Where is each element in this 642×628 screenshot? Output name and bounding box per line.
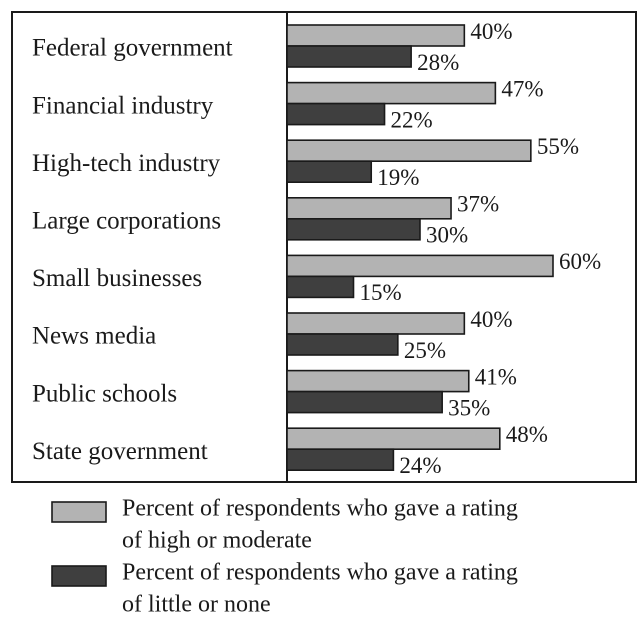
bar-little-none	[286, 390, 443, 414]
value-label: 41%	[475, 364, 517, 389]
category-label: Financial industry	[32, 92, 214, 119]
value-label: 24%	[399, 453, 441, 478]
bar-little-none	[286, 45, 412, 68]
bar-high-moderate	[286, 427, 501, 451]
legend-label: of high or moderate	[122, 528, 312, 554]
value-label: 48%	[506, 422, 548, 447]
value-label: 47%	[501, 76, 543, 101]
bar-little-none	[286, 102, 386, 126]
bar-high-moderate	[286, 139, 532, 162]
category-label: Public schools	[32, 380, 177, 407]
category-label: Large corporations	[32, 208, 221, 235]
category-label: News media	[32, 323, 156, 350]
value-label: 15%	[360, 280, 402, 305]
legend: Percent of respondents who gave a rating…	[51, 496, 518, 618]
bars	[286, 24, 554, 472]
bar-little-none	[286, 218, 421, 241]
value-label: 37%	[457, 192, 499, 217]
legend-label: of little or none	[122, 592, 271, 618]
legend-swatch-little-none	[51, 565, 107, 587]
bar-high-moderate	[286, 24, 466, 47]
bar-high-moderate	[286, 81, 497, 105]
category-label: Small businesses	[32, 265, 202, 292]
bar-high-moderate	[286, 254, 554, 278]
legend-swatch-high-moderate	[51, 501, 107, 523]
bar-high-moderate	[286, 312, 466, 335]
category-label: Federal government	[32, 35, 233, 62]
value-label: 35%	[448, 395, 490, 420]
value-label: 55%	[537, 134, 579, 159]
value-labels: 40% 28% 47% 22% 55% 19% 37% 30% 60% 15% 40% 25% 41% 3…	[360, 19, 602, 478]
value-label: 60%	[559, 249, 601, 274]
value-label: 19%	[377, 165, 419, 190]
legend-label: Percent of respondents who gave a rating	[122, 560, 518, 586]
value-label: 25%	[404, 338, 446, 363]
bar-little-none	[286, 160, 373, 183]
bar-little-none	[286, 448, 395, 472]
category-label: State government	[32, 438, 208, 465]
value-label: 40%	[470, 19, 512, 44]
value-label: 30%	[426, 223, 468, 248]
category-label: High-tech industry	[32, 150, 221, 177]
bar-little-none	[286, 275, 355, 299]
legend-label: Percent of respondents who gave a rating	[122, 496, 518, 522]
bar-high-moderate	[286, 197, 452, 220]
bar-little-none	[286, 333, 399, 356]
value-label: 22%	[391, 107, 433, 132]
category-labels: Federal government Financial industry High…	[32, 35, 233, 465]
value-label: 28%	[417, 50, 459, 75]
bar-high-moderate	[286, 369, 470, 393]
value-label: 40%	[470, 307, 512, 332]
